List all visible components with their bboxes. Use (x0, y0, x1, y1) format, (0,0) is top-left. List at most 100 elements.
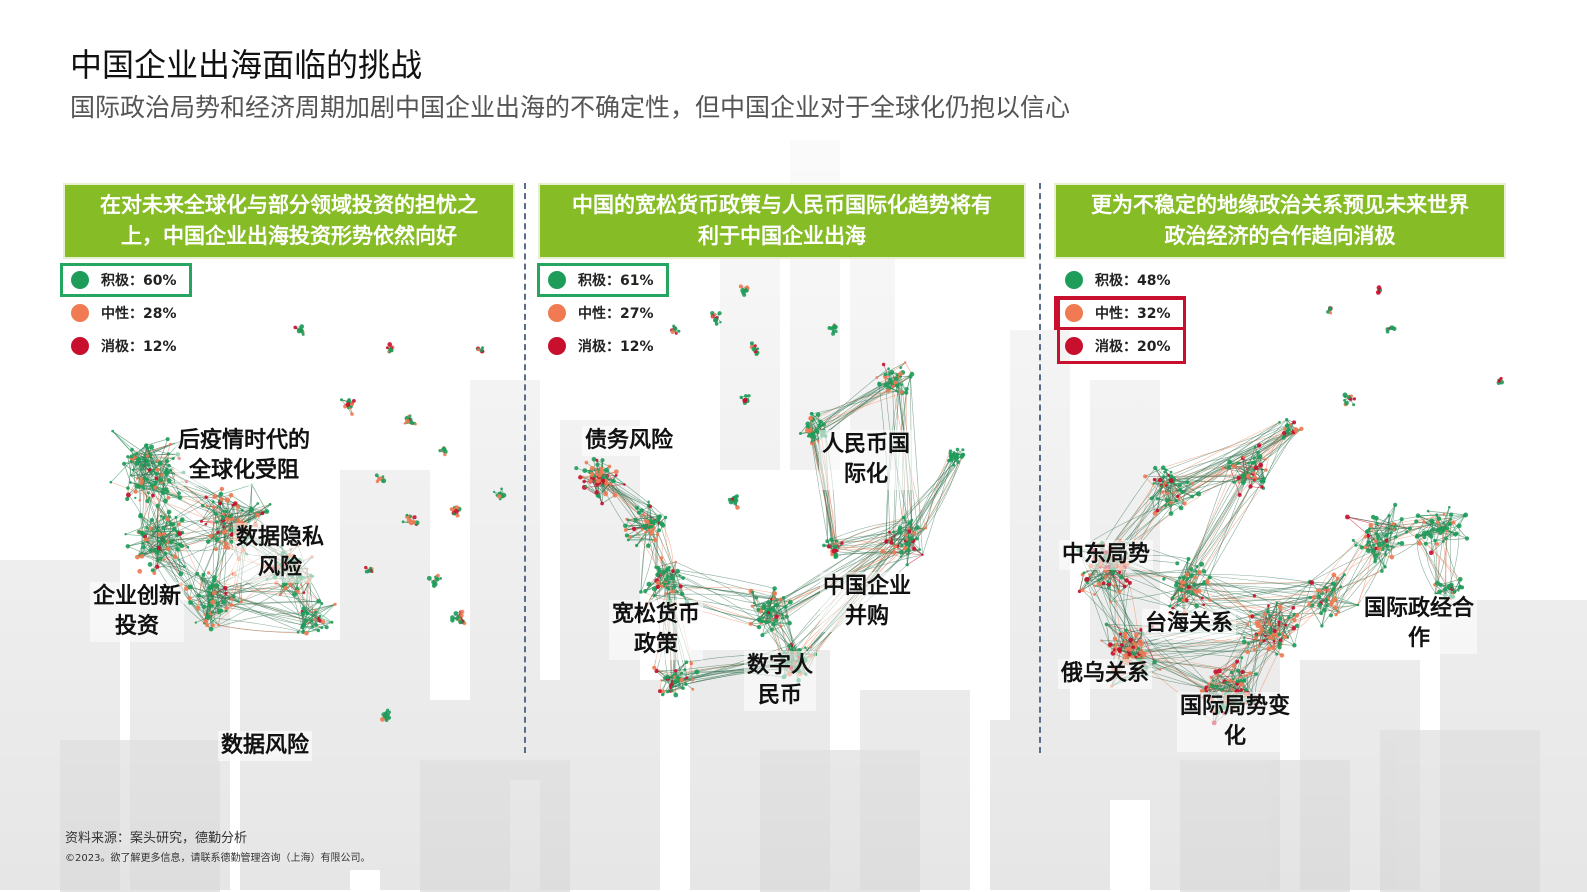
network-node (1152, 660, 1157, 665)
network-node (200, 503, 205, 508)
network-edge (1390, 504, 1396, 533)
network-edge (168, 547, 229, 552)
network-node (1328, 311, 1333, 315)
network-node (1260, 485, 1264, 489)
network-node (1325, 604, 1329, 608)
network-node (1444, 525, 1450, 531)
network-node (952, 463, 956, 467)
network-node (816, 439, 820, 443)
network-node (657, 570, 661, 573)
network-node (214, 512, 218, 516)
topic-line: 投资 (115, 614, 160, 639)
network-node (1257, 454, 1263, 459)
network-node (781, 616, 785, 620)
network-edge (1187, 563, 1202, 575)
network-node (1113, 584, 1117, 587)
network-node (219, 497, 224, 502)
network-node (1213, 669, 1219, 675)
network-node (141, 486, 145, 490)
network-edge (1449, 514, 1452, 585)
network-node (167, 463, 171, 468)
network-node (481, 346, 485, 350)
network-edge (1388, 515, 1393, 558)
network-node (1163, 481, 1168, 485)
network-node (166, 478, 172, 484)
network-node (892, 530, 895, 534)
network-node (1201, 569, 1207, 574)
network-edge (1252, 456, 1261, 475)
network-node (1443, 587, 1448, 592)
network-node (169, 442, 172, 446)
network-edge (1320, 603, 1337, 615)
network-node (670, 589, 675, 594)
network-edge (1423, 521, 1438, 531)
network-node (166, 452, 171, 456)
network-node (1316, 588, 1320, 593)
network-node (1163, 470, 1166, 474)
network-node (644, 530, 648, 534)
network-node (600, 478, 606, 483)
network-node (1374, 539, 1378, 544)
network-node (751, 590, 755, 594)
network-edge (768, 517, 904, 610)
network-node (1363, 545, 1368, 550)
network-edge (662, 572, 684, 579)
network-node (899, 390, 904, 395)
network-node (1277, 620, 1281, 624)
network-node (1108, 642, 1113, 647)
network-edge (900, 549, 920, 558)
network-node (126, 455, 130, 459)
network-node (1449, 512, 1454, 517)
panel-1-header: 在对未来全球化与部分领域投资的担忧之 上，中国企业出海投资形势依然向好 (63, 183, 515, 259)
network-node (229, 529, 232, 532)
network-node (1195, 565, 1199, 569)
network-node (893, 380, 898, 385)
network-edge (1368, 532, 1392, 537)
network-node (1307, 602, 1311, 607)
topic-line: 民币 (758, 683, 803, 708)
network-node (1322, 607, 1327, 613)
network-node (330, 620, 334, 624)
network-node (177, 522, 181, 527)
network-node (450, 615, 455, 620)
network-edge (1209, 577, 1253, 617)
network-edge (1188, 573, 1329, 591)
network-node (815, 412, 821, 417)
network-node (1242, 678, 1247, 683)
network-edge (818, 383, 888, 433)
network-node (774, 618, 779, 623)
topic-line: 人民币国 (822, 432, 911, 457)
network-node (886, 382, 889, 386)
network-node (1257, 443, 1262, 448)
network-edge (1183, 475, 1244, 578)
network-node (1326, 596, 1330, 599)
network-node (1104, 575, 1108, 579)
network-node (157, 532, 162, 537)
network-node (1112, 636, 1118, 641)
network-edge (1282, 607, 1294, 634)
network-edge (1204, 582, 1211, 601)
network-edge (629, 536, 656, 541)
network-node (809, 427, 813, 430)
network-node (717, 311, 722, 316)
network-edge (214, 577, 226, 589)
network-edge (1326, 574, 1345, 601)
network-edge (211, 612, 308, 630)
network-node (141, 541, 145, 545)
network-node (1176, 588, 1180, 592)
network-node (158, 556, 163, 561)
network-node (1352, 403, 1356, 407)
network-node (1186, 589, 1191, 595)
network-node (896, 531, 900, 535)
network-node (1452, 590, 1457, 594)
network-node (719, 321, 722, 324)
network-node (1337, 610, 1341, 614)
network-node (233, 501, 238, 506)
network-node (165, 473, 169, 477)
network-edge (204, 622, 307, 634)
network-node (679, 591, 685, 596)
network-node (1375, 290, 1381, 295)
network-edge (1237, 462, 1265, 479)
network-node (1458, 576, 1463, 582)
network-edge (672, 570, 781, 600)
